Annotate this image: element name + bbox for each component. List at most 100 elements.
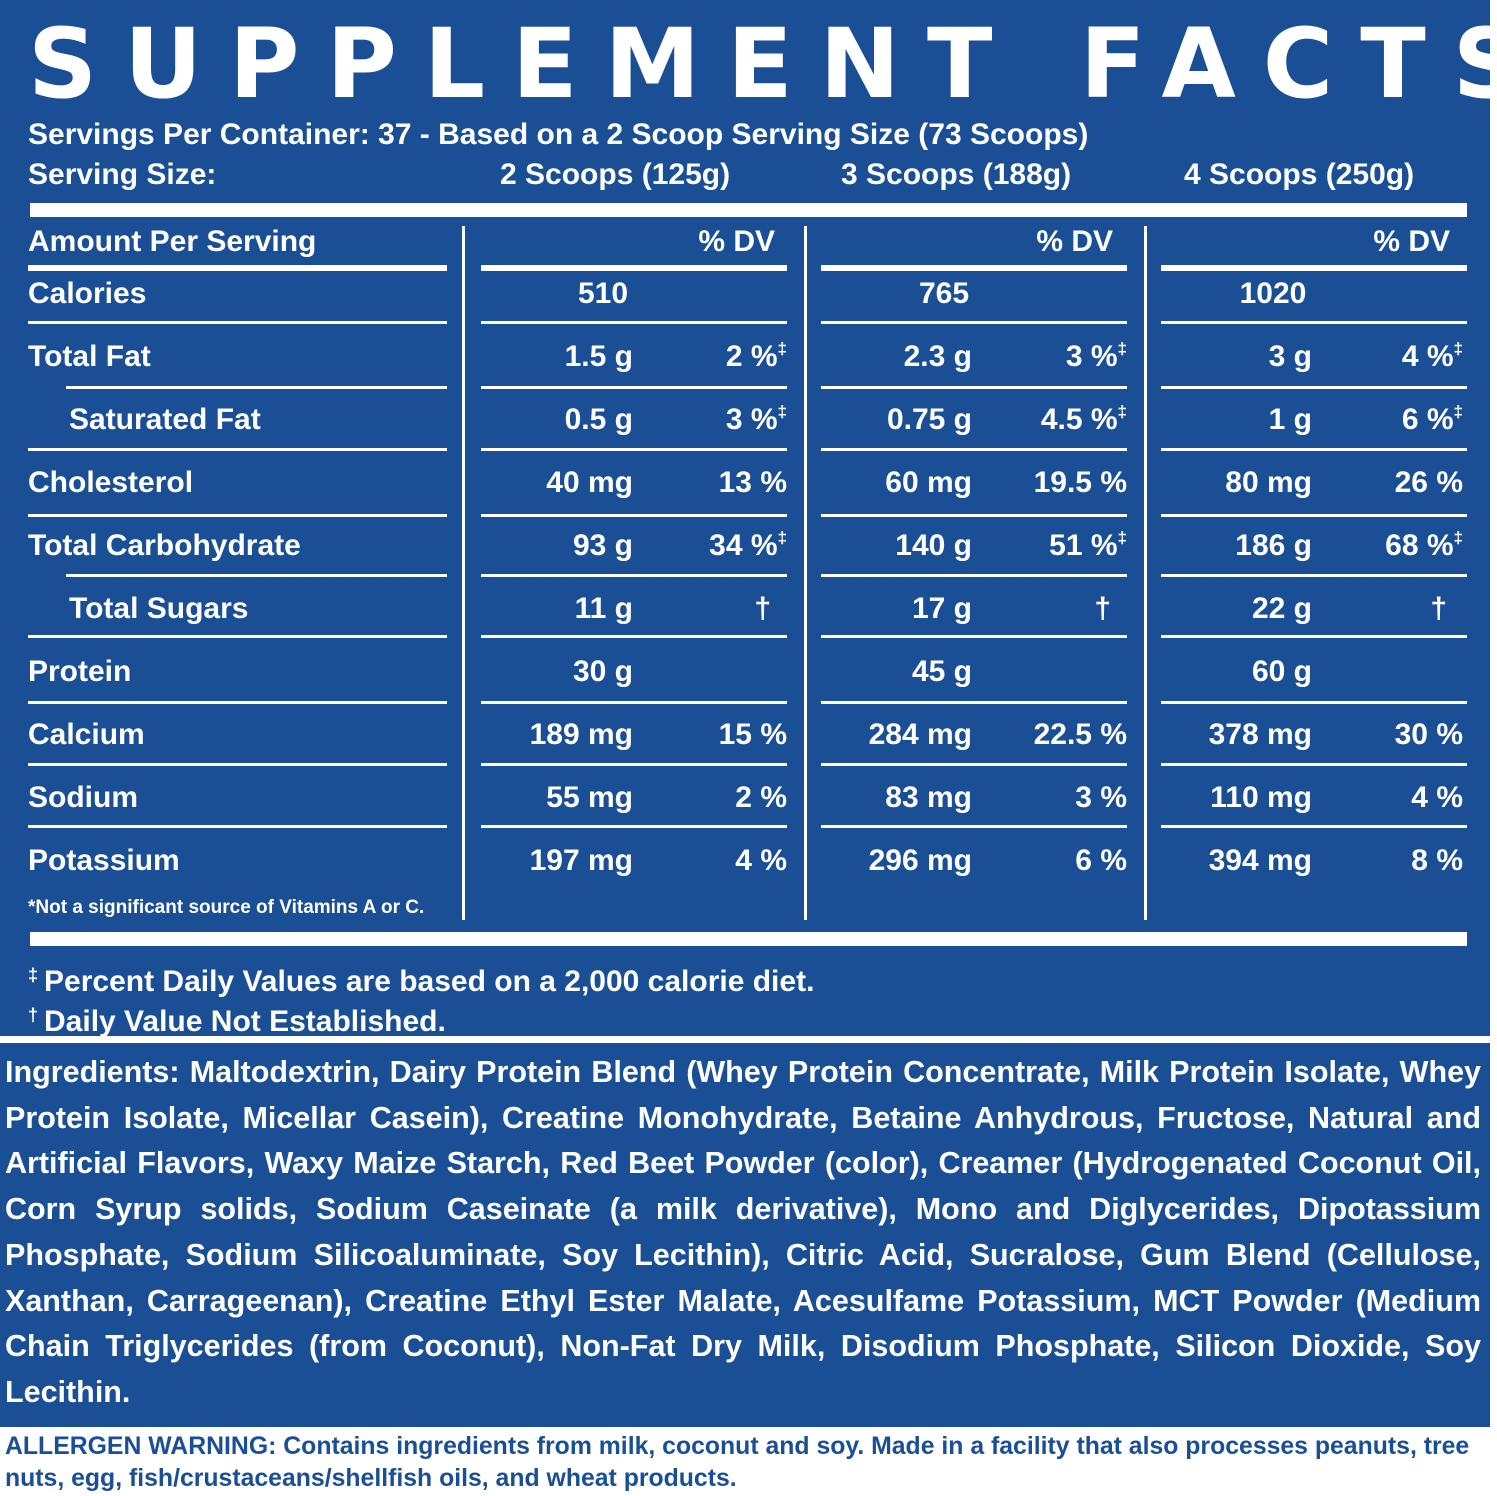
daily-value-text: 4 % xyxy=(1401,340,1454,373)
nutrient-amount: 189 mg xyxy=(529,718,633,751)
nutrient-daily-value: 4 % xyxy=(617,841,787,881)
double-dagger-mark: ‡ xyxy=(1453,402,1463,421)
dv-header: % DV xyxy=(1373,225,1450,258)
row-divider xyxy=(28,514,447,517)
nutrient-daily-value: 2 %‡ xyxy=(617,337,787,377)
row-divider xyxy=(481,321,787,324)
top-divider-bar xyxy=(30,203,1467,217)
nutrient-label: Potassium xyxy=(28,844,180,877)
column-divider xyxy=(462,226,465,920)
daily-value-text: 6 % xyxy=(1075,844,1127,877)
nutrient-amount: 510 xyxy=(577,277,629,310)
serving-size-option-1: 2 Scoops (125g) xyxy=(500,158,731,191)
nutrient-label: Saturated Fat xyxy=(69,403,261,436)
daily-value-text: 51 % xyxy=(1049,529,1118,562)
nutrient-daily-value: 13 % xyxy=(617,463,787,503)
nutrient-amount: 60 mg xyxy=(885,466,972,499)
nutrient-amount: 55 mg xyxy=(546,781,633,814)
serving-size-option-2: 3 Scoops (188g) xyxy=(841,158,1072,191)
allergen-warning: ALLERGEN WARNING: Contains ingredients f… xyxy=(5,1431,1493,1495)
double-dagger-symbol: ‡ xyxy=(28,965,39,985)
daily-value-text: 68 % xyxy=(1385,529,1454,562)
row-divider xyxy=(821,386,1127,389)
nutrient-amount: 284 mg xyxy=(868,718,972,751)
nutrient-amount: 140 g xyxy=(895,529,972,562)
amount-per-serving-header: Amount Per Serving xyxy=(28,225,317,258)
row-divider xyxy=(821,825,1127,828)
nutrient-amount: 2.3 g xyxy=(903,340,972,373)
daily-value-text: † xyxy=(1430,592,1447,625)
servings-per-container: Servings Per Container: 37 - Based on a … xyxy=(28,118,1089,151)
row-divider xyxy=(28,265,447,271)
ingredients-list: Maltodextrin, Dairy Protein Blend (Whey … xyxy=(5,1055,1481,1409)
nutrient-daily-value: 68 %‡ xyxy=(1293,526,1463,566)
row-divider xyxy=(1161,574,1467,577)
row-divider xyxy=(821,321,1127,324)
nutrient-label: Total Sugars xyxy=(69,592,249,625)
nutrient-amount: 1 g xyxy=(1268,403,1312,436)
nutrient-label: Sodium xyxy=(28,781,138,814)
nutrient-label: Calcium xyxy=(28,718,145,751)
row-divider xyxy=(821,763,1127,766)
nutrient-daily-value: 34 %‡ xyxy=(617,526,787,566)
column-divider xyxy=(1144,226,1147,920)
row-divider xyxy=(821,574,1127,577)
daily-value-text: 4.5 % xyxy=(1040,403,1118,436)
row-divider xyxy=(66,386,447,389)
nutrient-daily-value: 3 %‡ xyxy=(957,337,1127,377)
serving-size-label: Serving Size: xyxy=(28,158,217,191)
row-divider xyxy=(28,321,447,324)
daily-value-text: 22.5 % xyxy=(1033,718,1127,751)
footnote-not-established: † Daily Value Not Established. xyxy=(28,996,446,1041)
double-dagger-mark: ‡ xyxy=(777,402,787,421)
nutrient-amount: 60 g xyxy=(1251,655,1312,688)
nutrient-label: Calories xyxy=(28,277,147,310)
double-dagger-mark: ‡ xyxy=(1453,528,1463,547)
nutrient-amount: 0.75 g xyxy=(886,403,972,436)
nutrient-amount: 0.5 g xyxy=(564,403,633,436)
daily-values-text: Percent Daily Values are based on a 2,00… xyxy=(44,965,815,998)
daily-value-text: 30 % xyxy=(1394,718,1463,751)
nutrient-daily-value: † xyxy=(1277,589,1447,629)
row-divider xyxy=(1161,265,1467,271)
nutrient-label: Total Fat xyxy=(28,340,151,373)
nutrient-amount: 296 mg xyxy=(868,844,972,877)
nutrient-amount: 45 g xyxy=(911,655,972,688)
nutrient-amount: 17 g xyxy=(911,592,972,625)
daily-value-text: 13 % xyxy=(718,466,787,499)
row-divider xyxy=(1161,514,1467,517)
daily-value-text: 34 % xyxy=(709,529,778,562)
nutrient-daily-value: † xyxy=(941,589,1111,629)
row-divider xyxy=(28,763,447,766)
double-dagger-mark: ‡ xyxy=(1117,528,1127,547)
allergen-label: ALLERGEN WARNING: xyxy=(5,1433,277,1460)
dagger-symbol: † xyxy=(28,1005,39,1025)
nutrient-amount: 11 g xyxy=(574,592,633,625)
nutrient-daily-value: 19.5 % xyxy=(957,463,1127,503)
row-divider xyxy=(821,701,1127,704)
daily-value-text: 8 % xyxy=(1411,844,1463,877)
nutrient-amount: 110 mg xyxy=(1210,781,1312,814)
nutrient-daily-value: 4 % xyxy=(1293,778,1463,818)
row-divider xyxy=(821,635,1127,638)
serving-size-option-3: 4 Scoops (250g) xyxy=(1184,158,1415,191)
daily-value-text: 4 % xyxy=(735,844,787,877)
ingredients-text: Ingredients: Maltodextrin, Dairy Protein… xyxy=(5,1050,1481,1416)
nutrient-daily-value: 26 % xyxy=(1293,463,1463,503)
ingredients-panel xyxy=(0,1043,1490,1427)
nutrient-amount: 197 mg xyxy=(529,844,633,877)
row-divider xyxy=(1161,763,1467,766)
row-divider xyxy=(1161,825,1467,828)
daily-value-text: 2 % xyxy=(735,781,787,814)
footnote-daily-values: ‡ Percent Daily Values are based on a 2,0… xyxy=(28,956,814,1001)
row-divider xyxy=(481,574,787,577)
daily-value-text: † xyxy=(754,592,771,625)
nutrient-daily-value: 2 % xyxy=(617,778,787,818)
nutrient-label: Protein xyxy=(28,655,132,688)
nutrient-daily-value: 4 %‡ xyxy=(1293,337,1463,377)
panel-title: SUPPLEMENT FACTS xyxy=(28,8,1497,120)
nutrient-amount: 83 mg xyxy=(885,781,972,814)
double-dagger-mark: ‡ xyxy=(777,528,787,547)
row-divider xyxy=(1161,321,1467,324)
nutrient-daily-value: 4.5 %‡ xyxy=(957,400,1127,440)
